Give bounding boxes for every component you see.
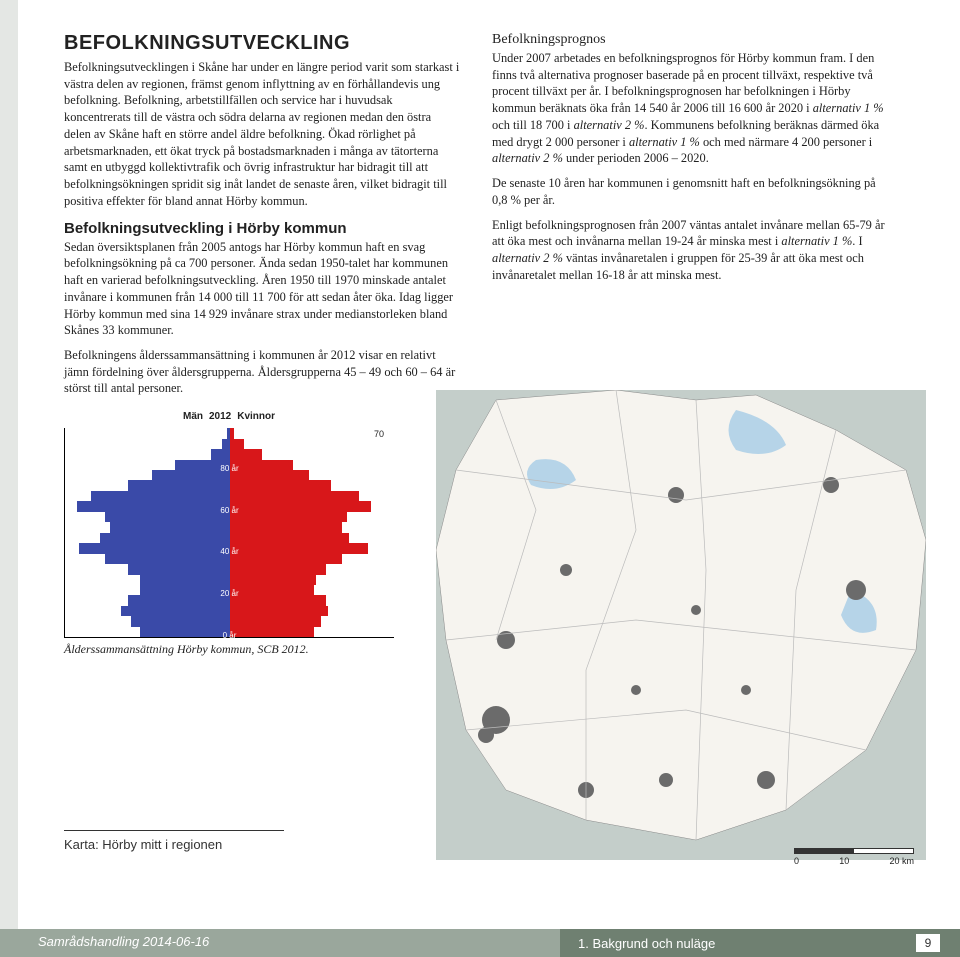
kommun-paragraph-1: Sedan översiktsplanen från 2005 antogs h… xyxy=(64,239,460,339)
pyramid-row xyxy=(65,533,394,543)
pyramid-bar-male xyxy=(140,575,229,585)
pyramid-chart: 80 år60 år40 år20 år0 år xyxy=(64,428,394,638)
pyramid-bar-male xyxy=(175,460,229,470)
scale-10: 10 xyxy=(839,856,849,866)
pyramid-bar-female xyxy=(230,449,263,459)
pyramid-row xyxy=(65,439,394,449)
prognos-paragraph-2: De senaste 10 åren har kommunen i genoms… xyxy=(492,175,888,208)
pyramid-row xyxy=(65,512,394,522)
pyramid-bar-female xyxy=(230,491,359,501)
pyramid-year: 2012 xyxy=(209,411,231,422)
pyramid-bar-female xyxy=(230,522,343,532)
pyramid-bar-female xyxy=(230,554,343,564)
pyramid-bar-male xyxy=(77,501,230,511)
page-title: BEFOLKNINGSUTVECKLING xyxy=(64,32,460,55)
footer-right: 1. Bakgrund och nuläge 9 xyxy=(560,929,960,957)
pyramid-bar-female xyxy=(230,428,235,438)
pyramid-row xyxy=(65,595,394,605)
pyramid-row xyxy=(65,460,394,470)
map-label-text: Karta: Hörby mitt i regionen xyxy=(64,837,284,852)
pyramid-row xyxy=(65,627,394,637)
pyramid-bar-male xyxy=(222,439,229,449)
pyramid-bar-male xyxy=(128,564,229,574)
pyramid-row xyxy=(65,606,394,616)
section-heading-kommun: Befolkningsutveckling i Hörby kommun xyxy=(64,220,460,237)
footer-section: 1. Bakgrund och nuläge xyxy=(578,936,715,951)
pyramid-bar-female xyxy=(230,595,326,605)
pyramid-bar-male xyxy=(105,554,230,564)
left-column: BEFOLKNINGSUTVECKLING Befolkningsutveckl… xyxy=(64,32,460,665)
prognos-paragraph-3: Enligt befolkningsprognosen från 2007 vä… xyxy=(492,217,888,284)
pyramid-bar-male xyxy=(131,616,230,626)
pyramid-row xyxy=(65,543,394,553)
pyramid-bar-male xyxy=(128,480,229,490)
scale-20: 20 km xyxy=(889,856,914,866)
pyramid-bar-female xyxy=(230,585,315,595)
pyramid-bar-male xyxy=(110,522,230,532)
pyramid-header: Män 2012 Kvinnor xyxy=(64,411,394,422)
pyramid-label-male: Män xyxy=(183,411,203,422)
pyramid-rows xyxy=(65,428,394,637)
pyramid-row xyxy=(65,564,394,574)
map-svg xyxy=(436,390,926,860)
pyramid-row xyxy=(65,575,394,585)
kommun-paragraph-2: Befolkningens ålderssammansättning i kom… xyxy=(64,347,460,397)
pyramid-bar-female xyxy=(230,480,331,490)
region-map xyxy=(436,390,926,860)
pyramid-bar-male xyxy=(121,606,229,616)
pyramid-bar-male xyxy=(140,585,229,595)
prognos-paragraph-1: Under 2007 arbetades en befolkningsprogn… xyxy=(492,50,888,167)
left-gutter xyxy=(0,0,18,931)
pyramid-bar-female xyxy=(230,512,348,522)
pyramid-bar-female xyxy=(230,470,310,480)
pyramid-row xyxy=(65,480,394,490)
pyramid-bar-female xyxy=(230,575,317,585)
pyramid-row xyxy=(65,449,394,459)
pyramid-bar-male xyxy=(128,595,229,605)
pyramid-row xyxy=(65,501,394,511)
pyramid-label-female: Kvinnor xyxy=(237,411,275,422)
map-scale-bar: 0 10 20 km xyxy=(794,848,914,866)
footer-left: Samrådshandling 2014-06-16 xyxy=(0,929,560,957)
pyramid-bar-female xyxy=(230,439,244,449)
pyramid-bar-male xyxy=(211,449,230,459)
pyramid-row xyxy=(65,428,394,438)
pyramid-bar-male xyxy=(105,512,230,522)
pyramid-row xyxy=(65,554,394,564)
pyramid-bar-female xyxy=(230,616,322,626)
pyramid-bar-male xyxy=(100,533,229,543)
section-heading-prognos: Befolkningsprognos xyxy=(492,32,888,48)
pyramid-row xyxy=(65,470,394,480)
pyramid-bar-female xyxy=(230,460,293,470)
pyramid-bar-male xyxy=(140,627,229,637)
pyramid-bar-male xyxy=(79,543,229,553)
pyramid-bar-female xyxy=(230,533,350,543)
page-number: 9 xyxy=(916,934,940,952)
pyramid-bar-male xyxy=(91,491,230,501)
pyramid-bar-female xyxy=(230,543,369,553)
pyramid-row xyxy=(65,585,394,595)
pyramid-row xyxy=(65,616,394,626)
population-pyramid: Män 2012 Kvinnor 70 80 år60 år40 år20 år… xyxy=(64,411,394,638)
pyramid-row xyxy=(65,491,394,501)
intro-paragraph: Befolkningsutvecklingen i Skåne har unde… xyxy=(64,59,460,210)
pyramid-bar-female xyxy=(230,606,329,616)
pyramid-bar-female xyxy=(230,501,371,511)
map-label: Karta: Hörby mitt i regionen xyxy=(64,810,284,852)
page-footer: Samrådshandling 2014-06-16 1. Bakgrund o… xyxy=(0,929,960,957)
scale-0: 0 xyxy=(794,856,799,866)
pyramid-bar-male xyxy=(152,470,230,480)
pyramid-row xyxy=(65,522,394,532)
pyramid-caption: Ålderssammansättning Hörby kommun, SCB 2… xyxy=(64,642,460,657)
pyramid-bar-female xyxy=(230,564,326,574)
pyramid-bar-female xyxy=(230,627,315,637)
